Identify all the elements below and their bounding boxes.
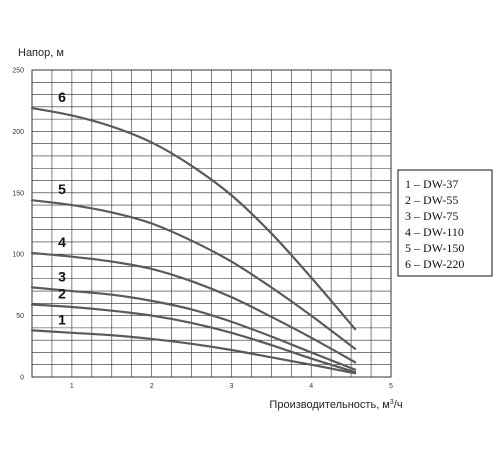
legend-entry-4: 4 – DW-110 (405, 225, 464, 239)
series-curve-4 (30, 251, 357, 364)
series-curve-6 (30, 106, 357, 331)
x-axis-label-main: Производительность, м (269, 399, 389, 411)
x-tick-label: 4 (309, 383, 313, 390)
series-curve-5 (30, 199, 357, 350)
series-label-1: 1 (58, 311, 66, 327)
series-label-5: 5 (58, 181, 66, 197)
legend-entry-6: 6 – DW-220 (405, 257, 464, 271)
y-tick-label: 50 (16, 313, 24, 320)
legend-entry-3: 3 – DW-75 (405, 209, 458, 223)
y-tick-label: 200 (12, 129, 24, 136)
legend: 1 – DW-37 2 – DW-55 3 – DW-75 4 – DW-110… (397, 169, 493, 277)
series-number-labels: 1 2 3 4 5 6 (58, 89, 66, 327)
series-curve-1 (30, 329, 357, 375)
plot-frame (31, 69, 392, 378)
series-label-2: 2 (58, 286, 66, 302)
y-tick-label: 100 (12, 252, 24, 259)
series-label-4: 4 (58, 234, 66, 250)
series-curve-2 (30, 303, 357, 374)
y-tick-label: 250 (12, 68, 24, 75)
y-tick-label: 150 (12, 190, 24, 197)
legend-entry-1: 1 – DW-37 (405, 177, 458, 191)
legend-box (397, 169, 493, 277)
legend-entry-2: 2 – DW-55 (405, 193, 458, 207)
legend-entry-5: 5 – DW-150 (405, 241, 464, 255)
x-tick-label: 5 (389, 383, 393, 390)
series-label-3: 3 (58, 268, 66, 284)
series-curve-3 (30, 286, 357, 371)
x-axis-label-superscript: 3 (390, 399, 394, 406)
y-axis-label: Напор, м (18, 47, 64, 59)
y-tick-label: 0 (20, 375, 24, 382)
x-axis-label-suffix: /ч (394, 399, 403, 411)
x-axis-label: Производительность, м3/ч (269, 399, 402, 411)
series-label-6: 6 (58, 89, 66, 105)
series-curves (30, 106, 357, 375)
x-tick-label: 1 (70, 383, 74, 390)
x-tick-label: 3 (229, 383, 233, 390)
x-tick-label: 2 (150, 383, 154, 390)
